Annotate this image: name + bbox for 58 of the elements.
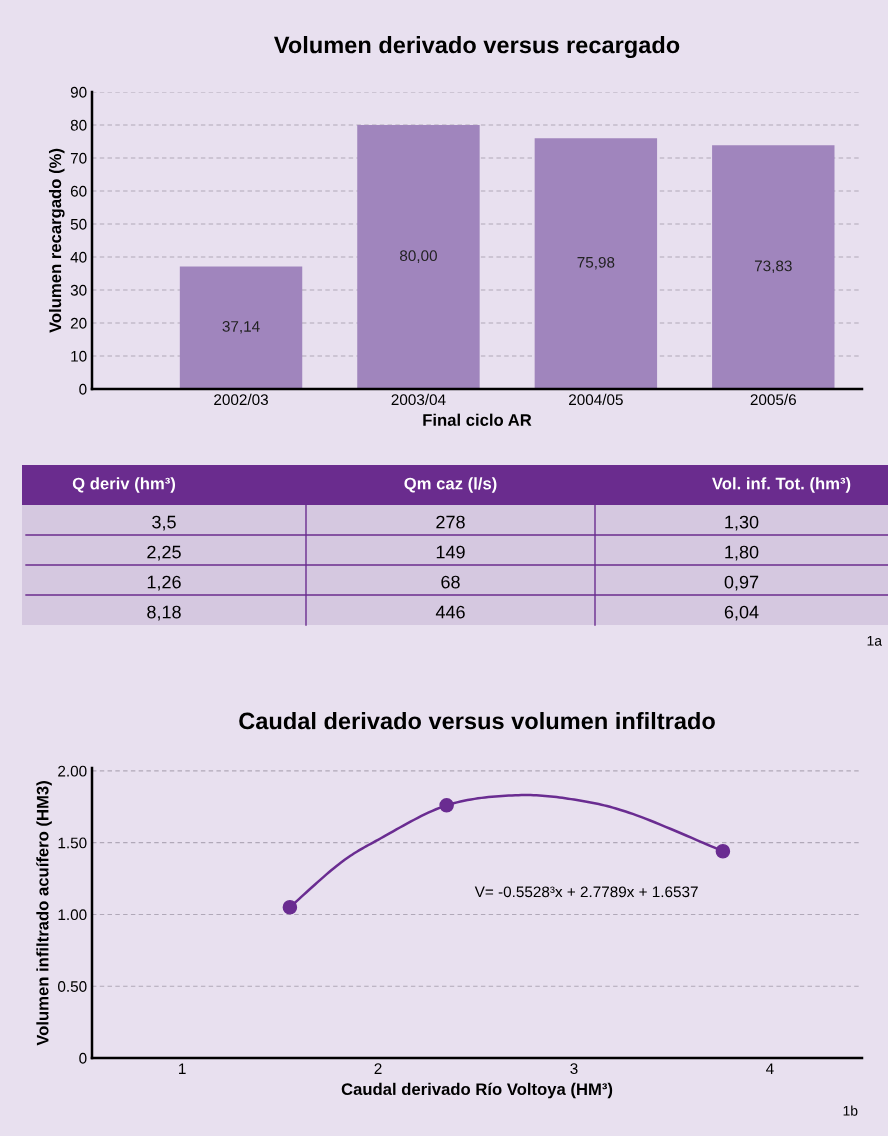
text: 278 <box>436 515 465 529</box>
category-label: Qm caz (l/s) <box>404 477 497 493</box>
point <box>715 843 731 859</box>
text: 3,5 <box>152 515 176 531</box>
y-tick-label: 1.50 <box>58 837 87 849</box>
x-tick-label: 2005/6 <box>750 393 796 406</box>
y-tick-label: 1.00 <box>58 909 87 921</box>
y-tick-label: 90 <box>70 86 87 98</box>
text: 1b <box>843 1105 858 1116</box>
category-label: Vol. inf. Tot. (hm³) <box>712 477 851 493</box>
y-tick-label: 0.50 <box>58 981 87 992</box>
x-tick-label: 2 <box>374 1063 382 1074</box>
x-tick-label: 2002/03 <box>214 393 268 406</box>
text: 8,18 <box>147 605 181 621</box>
data-label: 75,98 <box>577 256 615 270</box>
annotation: V= -0.5528³x + 2.7789x + 1.6537 <box>474 886 698 898</box>
bar <box>357 125 480 389</box>
point <box>439 798 454 813</box>
data-label: 80,00 <box>400 250 437 263</box>
text: 68 <box>441 575 460 589</box>
point <box>282 899 298 915</box>
bar <box>712 145 835 389</box>
data-label: 73,83 <box>754 260 792 274</box>
x-axis-title: Caudal derivado Río Voltoya (HM³) <box>341 1082 613 1099</box>
y-tick-label: 0 <box>79 1052 87 1064</box>
x-tick-label: 1 <box>179 1063 186 1074</box>
x-axis-title: Final ciclo AR <box>423 413 532 426</box>
y-tick-label: 2.00 <box>58 765 87 777</box>
y-tick-label: 30 <box>70 284 87 296</box>
y-tick-label: 20 <box>70 317 87 329</box>
data-label: 37,14 <box>222 321 260 334</box>
text: 1,30 <box>725 515 759 531</box>
y-tick-label: 50 <box>70 218 87 230</box>
y-axis-title: Volumen recargado (%) <box>48 148 65 333</box>
y-tick-label: 10 <box>71 350 87 362</box>
text: 0,97 <box>724 575 759 591</box>
y-tick-label: 70 <box>70 152 87 164</box>
text: 1,26 <box>147 575 181 591</box>
y-axis-title: Volumen infiltrado acuífero (HM3) <box>36 781 52 1046</box>
y-tick-label: 60 <box>70 185 87 197</box>
bar <box>179 266 303 389</box>
chart-title: Caudal derivado versus volumen infiltrado <box>239 712 715 730</box>
text: 6,04 <box>724 605 759 621</box>
text: 1,80 <box>725 545 759 561</box>
text: 2,25 <box>147 545 181 561</box>
y-tick-label: 0 <box>79 383 87 395</box>
text: 149 <box>436 545 465 559</box>
y-tick-label: 80 <box>70 119 87 131</box>
category-label: Q deriv (hm³) <box>72 477 176 493</box>
x-tick-label: 3 <box>570 1063 578 1075</box>
x-tick-label: 4 <box>766 1063 774 1074</box>
bar <box>534 138 658 389</box>
x-tick-label: 2003/04 <box>391 393 446 406</box>
x-tick-label: 2004/05 <box>569 393 623 406</box>
text: 446 <box>435 605 465 619</box>
text: 1a <box>867 636 882 646</box>
y-tick-label: 40 <box>70 251 87 263</box>
chart-title: Volumen derivado versus recargado <box>274 36 680 59</box>
